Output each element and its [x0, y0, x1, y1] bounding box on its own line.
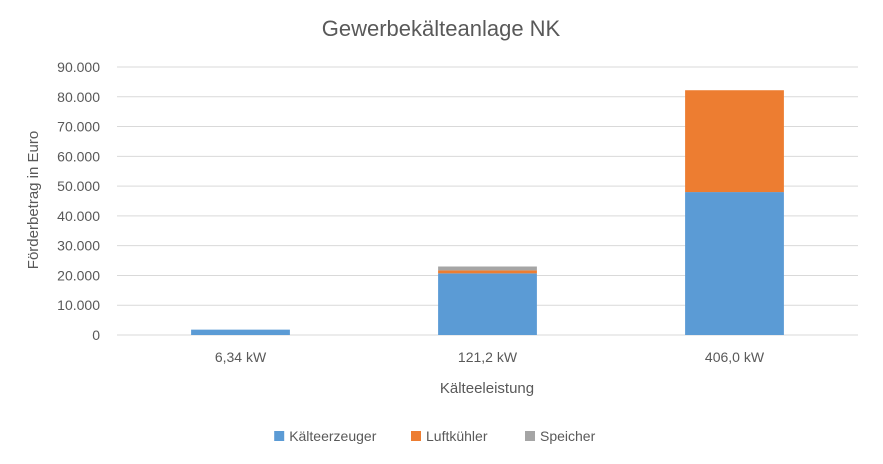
legend-swatch: [411, 431, 421, 441]
bar-segment: [685, 192, 784, 335]
y-axis-label: Förderbetrag in Euro: [25, 131, 42, 269]
x-axis-label: Kälteeleistung: [440, 380, 534, 397]
bar-segment: [438, 273, 537, 335]
bars: [191, 90, 784, 335]
y-tick-label: 70.000: [57, 119, 100, 135]
legend-label: Luftkühler: [426, 428, 488, 444]
y-tick-label: 40.000: [57, 208, 100, 224]
y-tick-labels: 0 10.000 20.000 30.000 40.000 50.000 60.000 70.…: [57, 59, 100, 343]
chart-title: Gewerbekälteanlage NK: [322, 16, 561, 41]
y-tick-label: 10.000: [57, 297, 100, 313]
legend-swatch: [525, 431, 535, 441]
bar-segment: [191, 329, 290, 335]
y-tick-label: 80.000: [57, 89, 100, 105]
y-tick-label: 30.000: [57, 238, 100, 254]
bar-segment: [438, 270, 537, 274]
legend: Kälteerzeuger Luftkühler Speicher: [274, 428, 596, 444]
x-tick-label: 6,34 kW: [215, 349, 267, 365]
y-tick-label: 90.000: [57, 59, 100, 75]
legend-label: Speicher: [540, 428, 596, 444]
gridlines: [117, 66, 858, 336]
legend-label: Kälteerzeuger: [289, 428, 377, 444]
legend-swatch: [274, 431, 285, 441]
y-tick-label: 0: [92, 327, 100, 343]
x-tick-label: 406,0 kW: [705, 349, 765, 365]
bar-segment: [438, 266, 537, 271]
y-tick-label: 60.000: [57, 148, 100, 164]
bar-segment: [685, 90, 784, 193]
y-tick-label: 50.000: [57, 178, 100, 194]
x-tick-label: 121,2 kW: [458, 349, 518, 365]
y-tick-label: 20.000: [57, 267, 100, 283]
x-tick-labels: 6,34 kW 121,2 kW 406,0 kW: [215, 349, 765, 365]
